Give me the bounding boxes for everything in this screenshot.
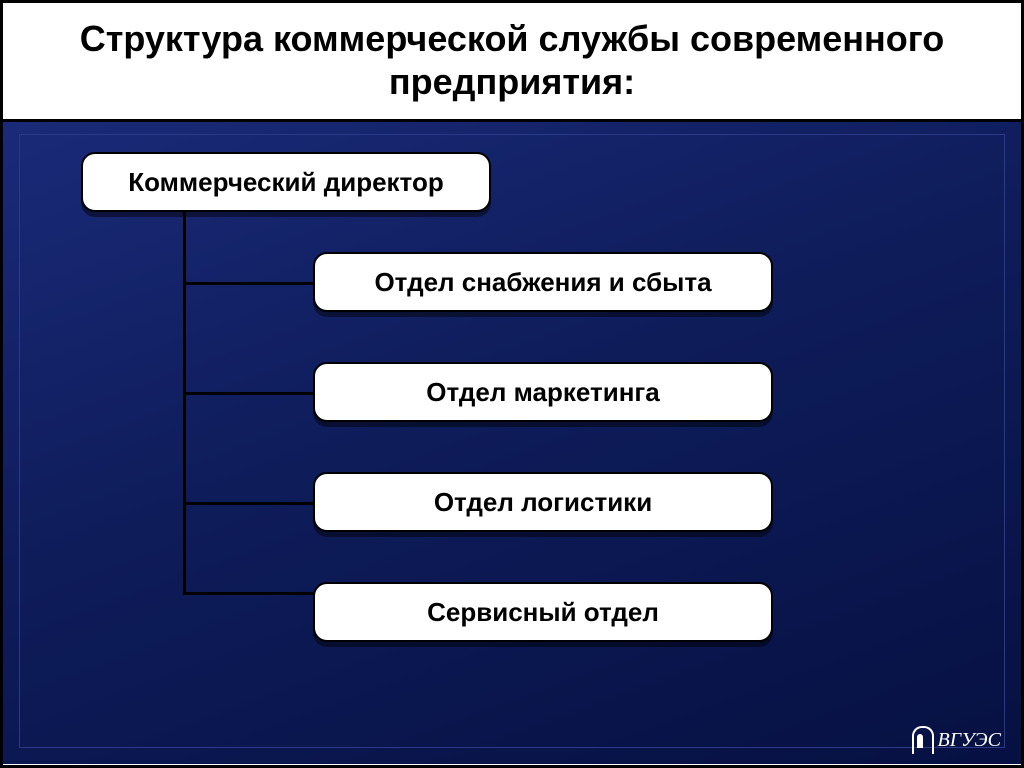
content-area: Коммерческий директор Отдел снабжения и с… (3, 122, 1021, 764)
org-connector-trunk (183, 212, 186, 595)
logo-text: ВГУЭС (938, 729, 1002, 752)
footer-logo: ВГУЭС (912, 726, 1002, 754)
org-connector-h (183, 502, 313, 505)
org-root-node: Коммерческий директор (81, 152, 491, 212)
org-child-node: Сервисный отдел (313, 582, 773, 642)
logo-icon (912, 726, 934, 754)
org-connector-h (183, 282, 313, 285)
slide: Структура коммерческой службы современно… (0, 0, 1024, 768)
org-child-node: Отдел снабжения и сбыта (313, 252, 773, 312)
org-child-node: Отдел логистики (313, 472, 773, 532)
title-bar: Структура коммерческой службы современно… (3, 3, 1021, 122)
org-connector-h (183, 392, 313, 395)
org-child-node: Отдел маркетинга (313, 362, 773, 422)
page-title: Структура коммерческой службы современно… (23, 17, 1001, 103)
org-connector-h (183, 592, 313, 595)
org-chart: Коммерческий директор Отдел снабжения и с… (3, 122, 1021, 764)
